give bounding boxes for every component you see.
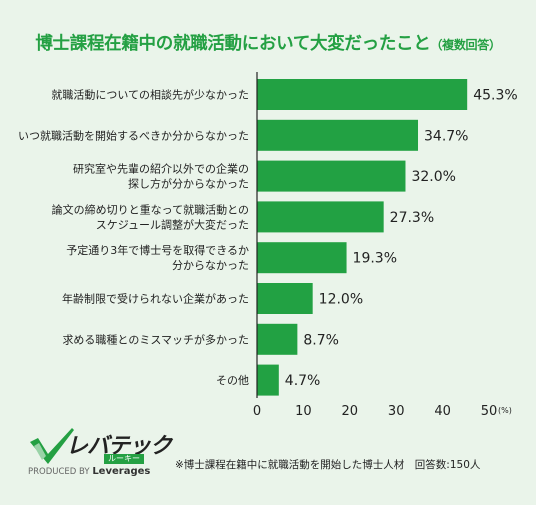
logo-sub: ルーキー — [104, 454, 144, 464]
chart-title: 博士課程在籍中の就職活動において大変だったこと（複数回答） — [0, 30, 536, 55]
category-label-4-0: 予定通り3年で博士号を取得できるか — [66, 243, 249, 257]
value-label-1: 34.7% — [424, 128, 468, 144]
bar-3 — [257, 201, 384, 233]
bar-1 — [257, 119, 419, 151]
x-unit-label: (%) — [498, 406, 512, 415]
value-label-7: 4.7% — [285, 373, 321, 389]
x-tick-10: 10 — [295, 404, 312, 419]
chart-subtitle: （複数回答） — [430, 38, 501, 52]
value-label-4: 19.3% — [353, 251, 397, 267]
value-label-0: 45.3% — [473, 88, 517, 104]
x-tick-40: 40 — [434, 404, 451, 419]
footnote: ※博士課程在籍中に就職活動を開始した博士人材 回答数:150人 — [175, 459, 481, 471]
category-label-4-1: 分からなかった — [172, 259, 249, 272]
category-label-5-0: 年齢制限で受けられない企業があった — [62, 292, 249, 306]
produced-by-text: PRODUCED BY — [28, 467, 90, 477]
x-tick-0: 0 — [253, 404, 261, 419]
value-label-6: 8.7% — [303, 332, 339, 348]
category-label-6-0: 求める職種とのミスマッチが多かった — [62, 332, 249, 346]
category-label-2-0: 研究室や先輩の紹介以外での企業の — [73, 162, 249, 176]
value-label-5: 12.0% — [319, 292, 363, 308]
brand-name: Leverages — [92, 466, 151, 477]
bar-4 — [257, 242, 347, 274]
category-label-1-0: いつ就職活動を開始するべきか分からなかった — [18, 128, 249, 142]
chart-title-text: 博士課程在籍中の就職活動において大変だったこと — [35, 34, 431, 54]
category-label-3-0: 論文の締め切りと重なって就職活動との — [52, 202, 249, 216]
x-axis-ticks: 0 10 20 30 40 50 (%) — [253, 404, 512, 419]
value-label-3: 27.3% — [390, 210, 434, 226]
x-tick-50: 50 — [481, 404, 498, 419]
checkmark-logo-icon — [30, 428, 74, 464]
bar-2 — [257, 160, 406, 192]
category-label-7-0: その他 — [216, 374, 249, 387]
category-label-3-1: スケジュール調整が大変だった — [96, 217, 249, 231]
x-tick-20: 20 — [342, 404, 359, 419]
bar-5 — [257, 283, 313, 314]
bar-0 — [257, 79, 468, 110]
bars-layer: 45.3% 就職活動についての相談先が少なかった 34.7% いつ就職活動を開始するべ… — [18, 79, 518, 396]
category-label-0-0: 就職活動についての相談先が少なかった — [51, 88, 249, 102]
bar-6 — [257, 323, 298, 355]
value-label-2: 32.0% — [411, 169, 455, 185]
produced-by: PRODUCED BY Leverages — [28, 466, 150, 477]
bar-7 — [257, 364, 279, 396]
category-label-2-1: 探し方が分からなかった — [128, 177, 249, 191]
x-tick-30: 30 — [388, 404, 405, 419]
brand-logo: レバテック ルーキー PRODUCED BY Leverages — [28, 428, 178, 480]
